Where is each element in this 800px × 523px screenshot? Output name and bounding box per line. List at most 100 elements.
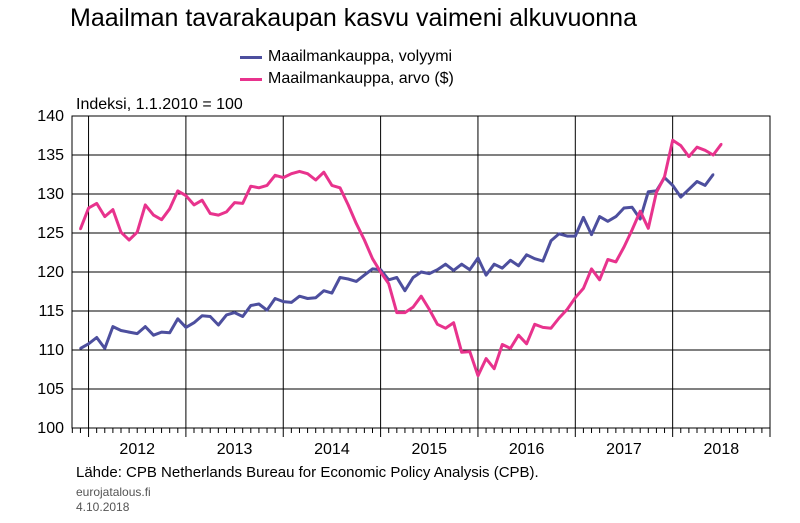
data-point-volume <box>574 234 577 238</box>
data-point-value <box>557 316 561 320</box>
data-point-value <box>574 296 577 299</box>
data-point-volume <box>630 206 634 209</box>
data-point-value <box>282 176 285 179</box>
data-point-volume <box>639 217 642 221</box>
data-point-volume <box>363 273 366 277</box>
data-point-volume <box>314 296 317 299</box>
data-point-value <box>590 267 593 271</box>
series-line-value <box>79 138 723 378</box>
chart-title: Maailman tavarakaupan kasvu vaimeni alku… <box>70 4 637 32</box>
data-point-value <box>549 327 553 330</box>
data-point-volume <box>452 269 455 272</box>
data-point-value <box>614 260 618 264</box>
data-point-value <box>509 347 512 350</box>
data-point-volume <box>347 277 350 281</box>
data-point-volume <box>290 301 293 304</box>
data-point-value <box>639 210 642 213</box>
data-point-volume <box>79 347 82 350</box>
data-point-value <box>127 238 131 242</box>
data-point-value <box>144 203 147 207</box>
data-point-volume <box>460 263 463 266</box>
data-point-value <box>622 245 626 249</box>
data-point-volume <box>111 325 115 328</box>
data-point-volume <box>695 180 699 183</box>
data-point-value <box>671 139 674 142</box>
data-point-value <box>444 327 447 330</box>
y-tick-label: 125 <box>37 225 64 242</box>
data-point-value <box>273 174 277 177</box>
data-point-value <box>541 326 545 329</box>
legend-label-value: Maailmankauppa, arvo ($) <box>268 70 454 87</box>
data-point-value <box>314 178 317 182</box>
data-point-volume <box>103 347 107 350</box>
data-point-value <box>176 189 179 193</box>
data-point-volume <box>501 266 504 270</box>
data-point-value <box>679 144 682 147</box>
data-point-value <box>233 201 236 204</box>
data-point-value <box>606 258 609 261</box>
data-point-volume <box>338 276 342 279</box>
data-point-volume <box>712 173 715 176</box>
data-point-volume <box>144 325 147 328</box>
data-point-volume <box>87 342 90 345</box>
y-tick-label: 135 <box>37 147 64 164</box>
data-point-value <box>265 184 269 187</box>
data-point-value <box>720 142 723 146</box>
data-point-value <box>87 206 90 210</box>
data-point-value <box>695 146 699 149</box>
y-tick-label: 130 <box>37 186 64 203</box>
data-point-value <box>525 342 528 345</box>
y-tick-label: 115 <box>38 303 64 320</box>
data-point-value <box>566 308 569 311</box>
data-point-value <box>168 207 171 210</box>
data-point-value <box>403 311 407 314</box>
y-tick-label: 105 <box>37 381 64 398</box>
data-point-volume <box>176 317 179 320</box>
data-point-volume <box>257 302 261 306</box>
legend-item-value: Maailmankauppa, arvo ($) <box>240 68 454 90</box>
data-point-volume <box>200 314 204 317</box>
data-point-volume <box>273 297 277 300</box>
data-point-volume <box>436 268 439 271</box>
data-point-volume <box>468 268 471 271</box>
x-tick-label: 2014 <box>314 441 350 458</box>
data-point-value <box>371 257 374 260</box>
data-point-volume <box>192 321 196 324</box>
data-point-value <box>200 199 204 202</box>
data-point-value <box>338 186 342 189</box>
x-tick-label: 2016 <box>509 441 545 458</box>
y-axis-label: Indeksi, 1.1.2010 = 100 <box>76 96 243 113</box>
data-point-value <box>647 227 650 230</box>
data-point-value <box>452 321 455 324</box>
data-point-value <box>436 323 439 326</box>
data-point-value <box>411 305 415 309</box>
data-point-volume <box>590 233 593 236</box>
x-tick-label: 2015 <box>411 441 447 458</box>
y-tick-label: 100 <box>37 420 64 437</box>
data-point-volume <box>298 295 301 298</box>
data-point-volume <box>614 215 618 218</box>
source-note: Lähde: CPB Netherlands Bureau for Econom… <box>76 464 539 481</box>
publish-date: 4.10.2018 <box>76 500 130 514</box>
data-point-volume <box>282 300 285 303</box>
x-tick-label: 2018 <box>704 441 740 458</box>
data-point-volume <box>533 257 536 260</box>
data-point-value <box>298 170 301 173</box>
data-point-volume <box>484 273 488 277</box>
data-point-volume <box>444 263 447 266</box>
data-point-value <box>330 184 334 187</box>
data-point-volume <box>330 291 334 295</box>
data-point-value <box>598 278 601 281</box>
data-point-volume <box>525 253 528 256</box>
data-point-value <box>184 194 188 197</box>
data-point-volume <box>647 190 650 193</box>
data-point-volume <box>687 188 691 191</box>
data-point-value <box>363 238 366 242</box>
data-point-volume <box>217 323 220 327</box>
data-point-volume <box>152 334 155 337</box>
data-point-value <box>630 228 634 232</box>
data-point-volume <box>598 215 601 218</box>
data-point-volume <box>420 270 423 274</box>
data-point-volume <box>233 311 236 314</box>
data-point-value <box>533 323 536 326</box>
